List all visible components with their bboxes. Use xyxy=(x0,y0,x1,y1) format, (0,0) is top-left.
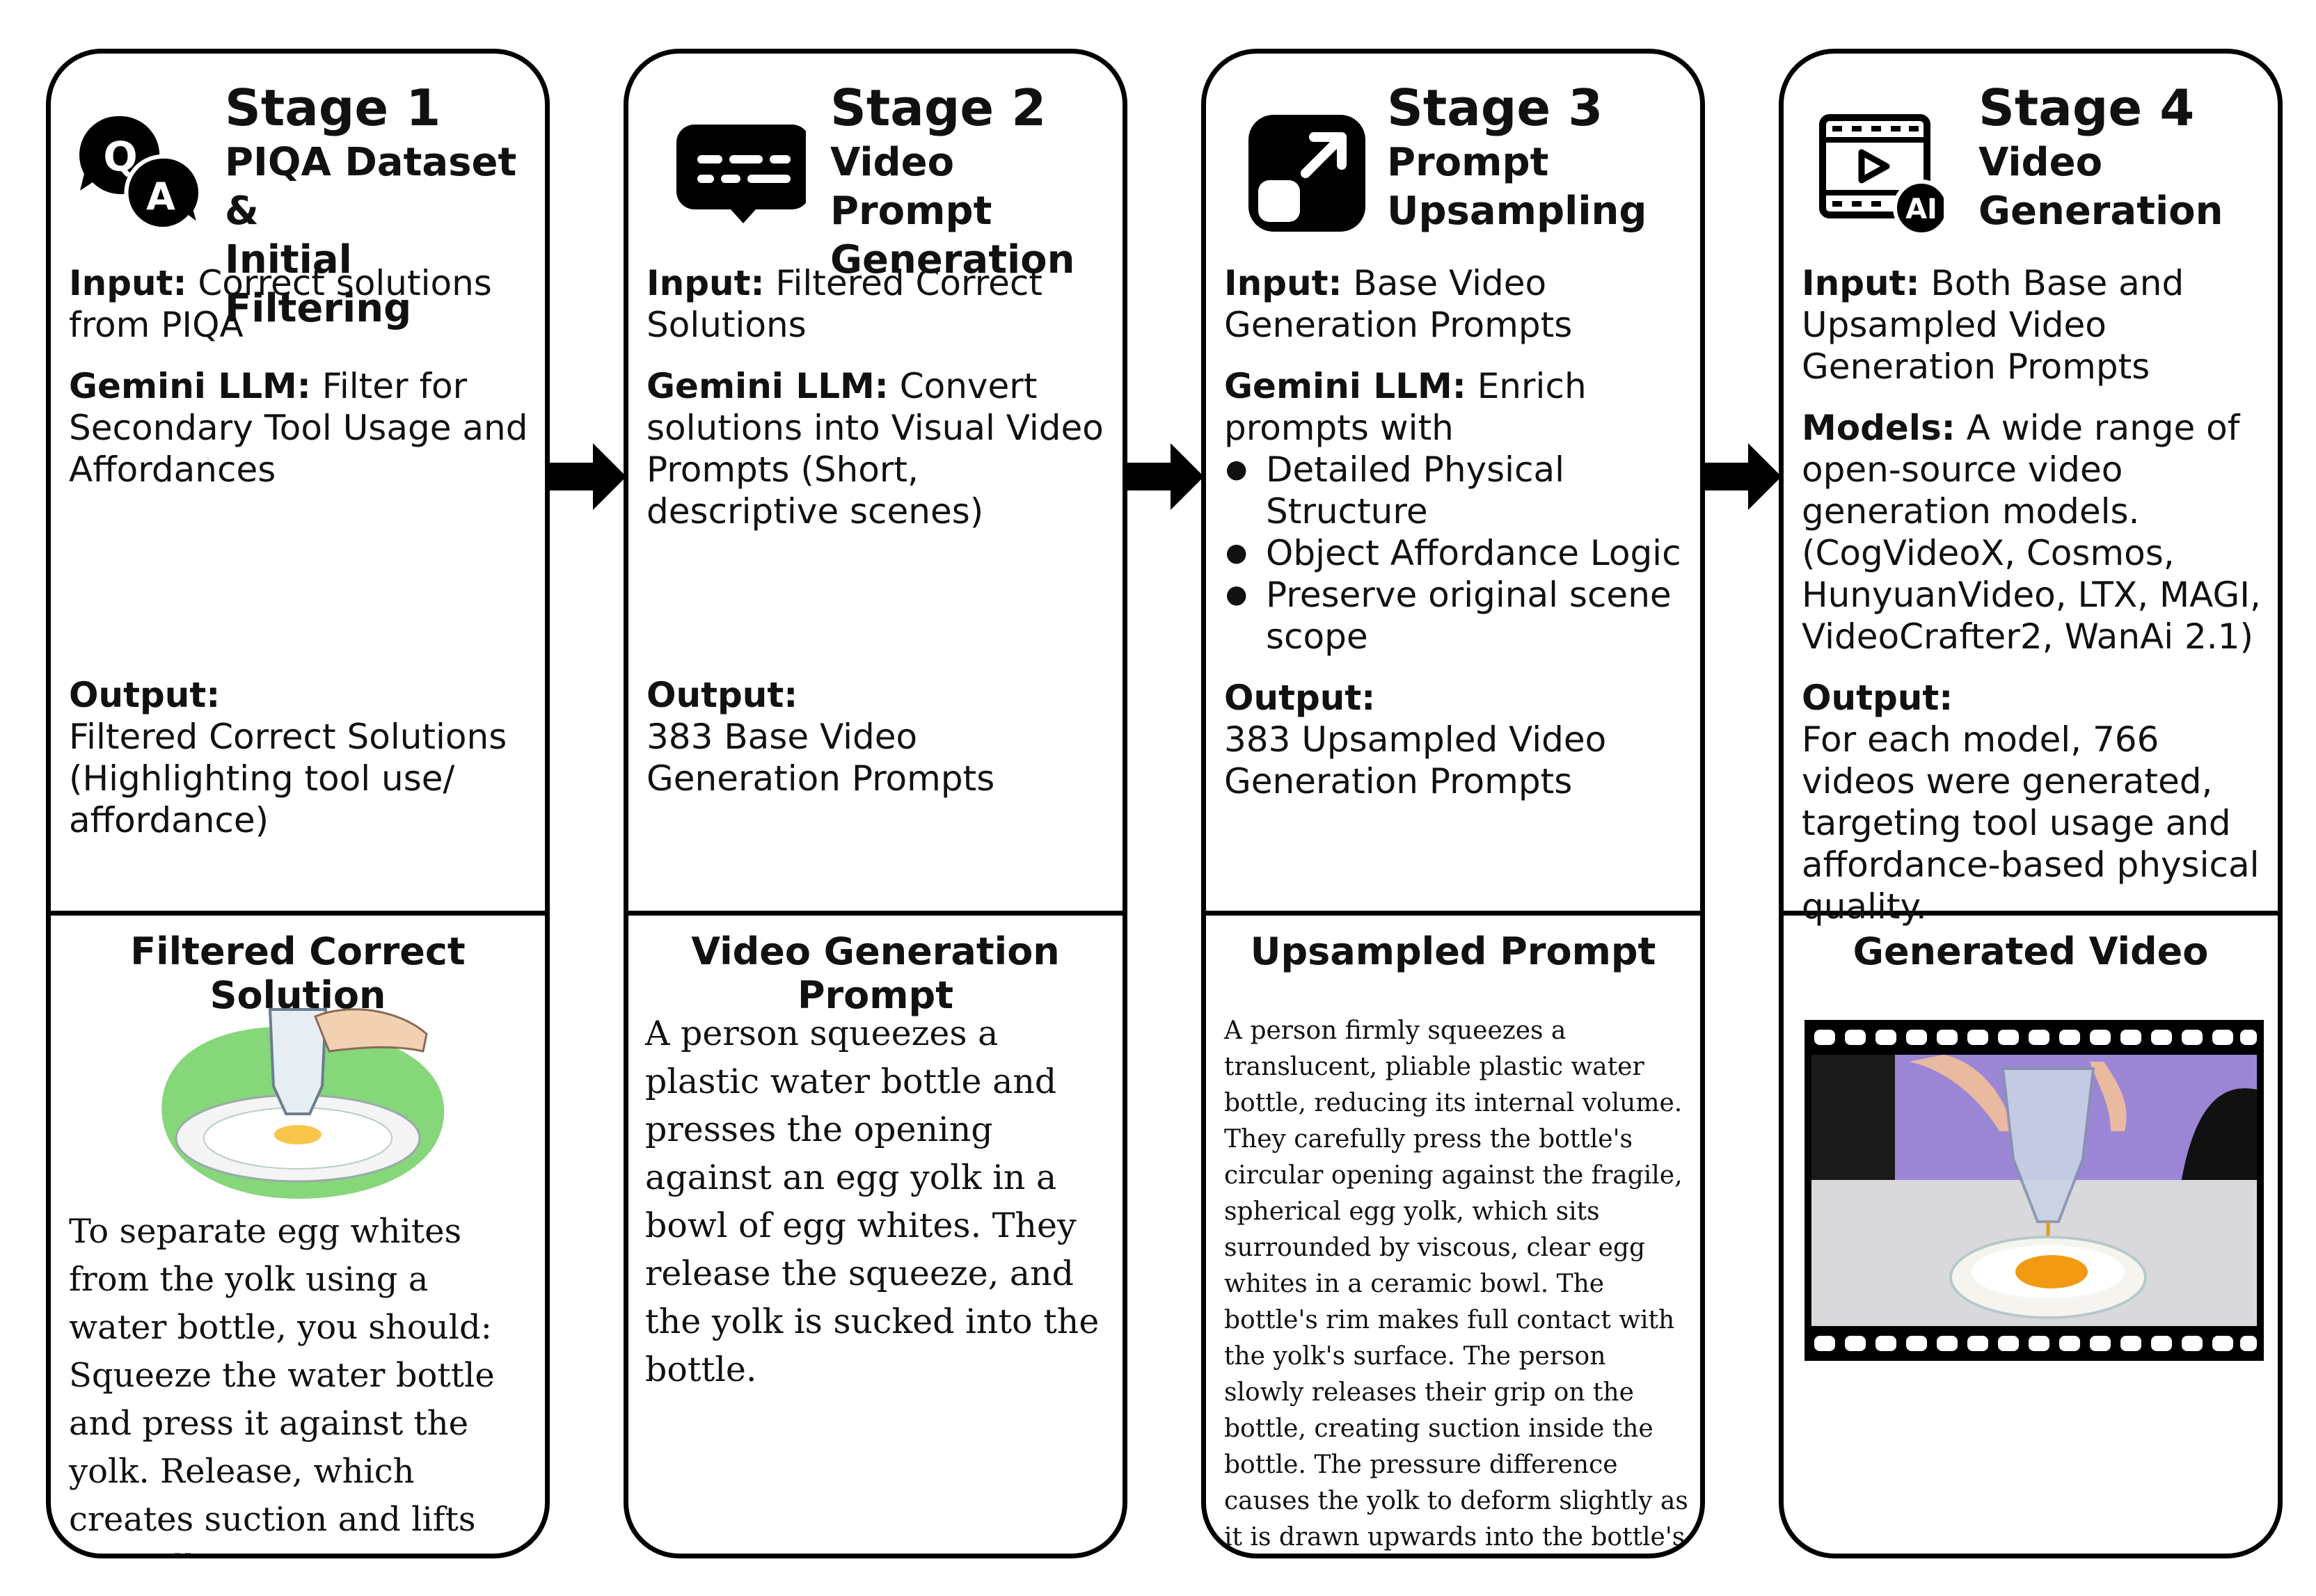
stage-3-output-label: Output: xyxy=(1224,678,1376,718)
stage-1-title-line2: Initial Filtering xyxy=(225,237,412,331)
stage-2-output: Output: 383 Base Video Generation Prompt… xyxy=(647,674,1109,799)
stage-1-input-label: Input: xyxy=(69,263,187,303)
stage-4-card: AI Stage 4 Video Generation Input: Both … xyxy=(1779,49,2283,1558)
stage-4-heading: Stage 4 Video Generation xyxy=(1978,77,2264,236)
stage-2-llm: Gemini LLM: Convert solutions into Visua… xyxy=(647,365,1109,532)
stage-3-bullet: Object Affordance Logic xyxy=(1226,532,1686,574)
stage-3-output: Output: 383 Upsampled Video Generation P… xyxy=(1224,677,1686,802)
stage-4-models-text: A wide range of open-source video genera… xyxy=(1802,408,2261,657)
stage-1-heading: Stage 1 PIQA Dataset & Initial Filtering xyxy=(225,77,531,333)
stage-3-llm-label: Gemini LLM: xyxy=(1224,366,1466,406)
egg-bottle-illustration xyxy=(161,1008,445,1199)
stage-3-title-line1: Prompt xyxy=(1387,140,1549,185)
stage-2-top: Stage 2 Video Prompt Generation Input: F… xyxy=(628,54,1123,916)
stage-3-llm-text: Enrich prompts with xyxy=(1224,366,1587,448)
chat-prompt-icon xyxy=(676,125,806,223)
ai-badge: AI xyxy=(1905,193,1937,225)
stage-4-example: Generated Video xyxy=(1784,916,2278,1554)
stage-3-example: Upsampled Prompt A person firmly squeeze… xyxy=(1206,916,1700,1554)
stage-1-input: Input: Correct solutions from PIQA xyxy=(69,262,531,346)
stage-2-heading: Stage 2 Video Prompt Generation xyxy=(830,77,1109,285)
stage-4-output-text: For each model, 766 videos were generate… xyxy=(1802,719,2260,927)
stage-1-example-text: To separate egg whites from the yolk usi… xyxy=(69,1212,495,1554)
stage-2-llm-text: Convert solutions into Visual Video Prom… xyxy=(647,366,1104,532)
stage-3-input-text: Base Video Generation Prompts xyxy=(1224,263,1573,345)
flow-arrow-2-to-3 xyxy=(1127,443,1204,510)
stage-1-output: Output: Filtered Correct Solutions (High… xyxy=(69,674,531,841)
stage-2-input: Input: Filtered Correct Solutions xyxy=(647,262,1109,346)
stage-4-models-label: Models: xyxy=(1802,408,1956,448)
stage-4-example-title: Generated Video xyxy=(1853,929,2209,973)
stage-2-input-text: Filtered Correct Solutions xyxy=(647,263,1043,345)
stage-2-title-line1: Video Prompt xyxy=(830,140,992,234)
stage-1-output-text: Filtered Correct Solutions (Highlighting… xyxy=(69,717,507,840)
stage-1-label: Stage 1 xyxy=(225,79,441,137)
generated-video-frame xyxy=(1805,1020,2264,1361)
stage-1-example: Filtered Correct Solution To separate eg… xyxy=(51,916,545,1554)
upscale-icon xyxy=(1248,115,1365,232)
svg-text:A: A xyxy=(146,175,175,218)
stage-4-title-line2: Generation xyxy=(1978,189,2223,234)
stage-2-title-line2: Generation xyxy=(830,237,1075,282)
stage-2-input-label: Input: xyxy=(647,263,765,303)
stage-1-llm-label: Gemini LLM: xyxy=(69,366,311,406)
stage-3-llm: Gemini LLM: Enrich prompts with xyxy=(1224,365,1686,449)
stage-3-bullet: Preserve original scene scope xyxy=(1226,574,1686,657)
stage-4-input-label: Input: xyxy=(1802,263,1920,303)
stage-3-header: Stage 3 Prompt Upsampling xyxy=(1206,77,1700,286)
stage-3-bullet-list: Detailed Physical Structure Object Affor… xyxy=(1224,449,1686,657)
stage-3-label: Stage 3 xyxy=(1387,79,1603,137)
stage-1-llm-text: Filter for Secondary Tool Usage and Affo… xyxy=(69,366,528,490)
stage-2-example-text: A person squeezes a plastic water bottle… xyxy=(645,1014,1100,1389)
stage-3-body: Input: Base Video Generation Prompts Gem… xyxy=(1224,262,1686,802)
stage-4-models: Models: A wide range of open-source vide… xyxy=(1802,407,2264,657)
qa-chat-icon: Q A xyxy=(79,115,203,231)
stage-1-llm: Gemini LLM: Filter for Secondary Tool Us… xyxy=(69,365,531,490)
stage-4-output: Output: For each model, 766 videos were … xyxy=(1802,677,2264,927)
stage-4-title-line1: Video xyxy=(1978,140,2103,185)
stage-2-card: Stage 2 Video Prompt Generation Input: F… xyxy=(624,49,1127,1558)
stage-3-input-label: Input: xyxy=(1224,263,1342,303)
stage-3-title-line2: Upsampling xyxy=(1387,189,1647,234)
stage-4-header: AI Stage 4 Video Generation xyxy=(1784,77,2278,286)
stage-3-card: Stage 3 Prompt Upsampling Input: Base Vi… xyxy=(1201,49,1705,1558)
stage-1-top: Q A Stage 1 PIQA Dataset & Initial Filte… xyxy=(51,54,545,916)
stage-3-input: Input: Base Video Generation Prompts xyxy=(1224,262,1686,346)
stage-3-bullet: Detailed Physical Structure xyxy=(1226,449,1686,532)
ai-video-icon: AI xyxy=(1819,114,1944,236)
stage-2-output-text: 383 Base Video Generation Prompts xyxy=(647,717,995,799)
stage-2-example-title: Video Generation Prompt xyxy=(691,929,1060,1017)
stage-1-header: Q A Stage 1 PIQA Dataset & Initial Filte… xyxy=(51,77,545,331)
stage-2-header: Stage 2 Video Prompt Generation xyxy=(628,77,1123,286)
stage-3-example-text: A person firmly squeezes a translucent, … xyxy=(1224,1016,1688,1551)
stage-4-top: AI Stage 4 Video Generation Input: Both … xyxy=(1784,54,2278,927)
stage-1-output-label: Output: xyxy=(69,675,221,715)
stage-1-input-text: Correct solutions from PIQA xyxy=(69,263,492,345)
stage-2-label: Stage 2 xyxy=(830,79,1047,137)
stage-1-card: Q A Stage 1 PIQA Dataset & Initial Filte… xyxy=(46,49,550,1558)
stage-4-label: Stage 4 xyxy=(1978,79,2195,137)
stage-4-input-text: Both Base and Upsampled Video Generation… xyxy=(1802,263,2184,387)
stage-2-llm-label: Gemini LLM: xyxy=(647,366,889,406)
stage-2-output-label: Output: xyxy=(647,675,798,715)
stage-4-output-label: Output: xyxy=(1802,678,1953,718)
stage-4-body: Input: Both Base and Upsampled Video Gen… xyxy=(1802,262,2264,927)
stage-1-title-line1: PIQA Dataset & xyxy=(225,140,517,234)
stage-3-heading: Stage 3 Prompt Upsampling xyxy=(1387,77,1686,236)
stage-1-body: Input: Correct solutions from PIQA Gemin… xyxy=(69,262,531,510)
flow-arrow-3-to-4 xyxy=(1705,443,1782,510)
stage-2-example: Video Generation Prompt A person squeeze… xyxy=(628,916,1123,1554)
film-sprocket-holes xyxy=(1814,1030,2257,1351)
flow-arrow-1-to-2 xyxy=(550,443,626,510)
stage-2-body: Input: Filtered Correct Solutions Gemini… xyxy=(647,262,1109,552)
stage-3-output-text: 383 Upsampled Video Generation Prompts xyxy=(1224,719,1607,801)
stage-4-input: Input: Both Base and Upsampled Video Gen… xyxy=(1802,262,2264,388)
stage-3-example-title: Upsampled Prompt xyxy=(1250,929,1656,973)
stage-3-top: Stage 3 Prompt Upsampling Input: Base Vi… xyxy=(1206,54,1700,916)
